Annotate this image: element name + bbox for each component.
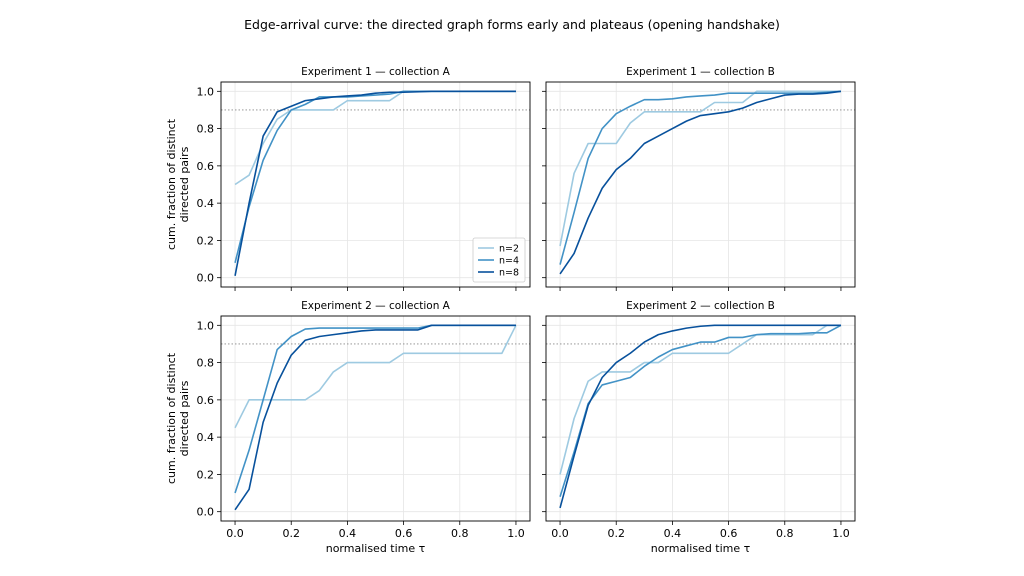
series-line-n2 — [234, 324, 517, 429]
x-tick-label: 0.6 — [395, 527, 413, 540]
series-line-n8 — [234, 90, 516, 276]
x-axis-label: normalised time τ — [326, 542, 426, 555]
y-tick-label: 0.4 — [197, 197, 215, 210]
series-line-n4 — [559, 90, 842, 265]
legend-label-n8: n=8 — [499, 268, 519, 279]
y-tick-label: 0.8 — [197, 357, 215, 370]
series-line-n4 — [234, 90, 516, 263]
subplot-title: Experiment 2 — collection B — [626, 300, 775, 312]
series-line-n4 — [559, 324, 842, 498]
subplot-title: Experiment 1 — collection B — [626, 66, 775, 78]
y-tick-label: 0.6 — [197, 160, 215, 173]
axes-frame — [545, 81, 856, 288]
subplot-4: 0.0 0.2 0.4 0.6 0.8 1.0 Experiment 2 — collect… — [542, 300, 856, 555]
x-tick-label: 0.6 — [720, 527, 738, 540]
subplot-grid: 0.0 0.2 0.4 0.6 0.8 1.0 Experiment 1 — collect… — [165, 66, 856, 555]
x-tick-label: 0.8 — [776, 527, 794, 540]
series-line-n4 — [234, 324, 516, 494]
y-axis-label-line: directed pairs — [178, 146, 191, 222]
plot-area — [546, 316, 855, 521]
y-tick-label: 0.6 — [197, 394, 215, 407]
y-axis-label-line: cum. fraction of distinct — [165, 118, 178, 250]
series-line-n2 — [559, 90, 841, 247]
x-tick-label: 0.2 — [607, 527, 625, 540]
subplot-2: Experiment 1 — collection B — [542, 66, 856, 291]
figure-title: Edge-arrival curve: the directed graph f… — [244, 17, 780, 32]
series-line-n8 — [559, 324, 841, 509]
series-line-n2 — [559, 324, 841, 475]
x-tick-label: 0.4 — [339, 527, 357, 540]
x-tick-label: 0.4 — [664, 527, 682, 540]
subplot-title: Experiment 1 — collection A — [301, 66, 451, 78]
plot-area — [221, 316, 530, 521]
y-axis-label-line: directed pairs — [178, 380, 191, 456]
subplot-3: 0.0 0.0 0.2 0.2 0.4 0.4 0.6 0.6 0.8 0.8 1.0 1.0 Expe… — [165, 300, 531, 555]
x-tick-label: 0.0 — [226, 527, 244, 540]
y-tick-label: 0.0 — [197, 272, 215, 285]
y-tick-label: 1.0 — [197, 85, 215, 98]
y-axis-label: cum. fraction of distinctdirected pairs — [165, 352, 191, 484]
y-axis-label-line: cum. fraction of distinct — [165, 352, 178, 484]
series-line-n8 — [234, 324, 516, 511]
axes-frame — [220, 81, 531, 288]
series-line-n2 — [234, 90, 516, 186]
x-axis-label: normalised time τ — [651, 542, 751, 555]
x-tick-label: 1.0 — [507, 527, 525, 540]
axes-frame — [220, 315, 531, 522]
y-tick-label: 1.0 — [197, 319, 215, 332]
subplot-title: Experiment 2 — collection A — [301, 300, 451, 312]
y-tick-label: 0.4 — [197, 431, 215, 444]
x-tick-label: 1.0 — [832, 527, 850, 540]
x-tick-label: 0.0 — [551, 527, 569, 540]
y-tick-label: 0.2 — [197, 234, 215, 247]
subplot-1: 0.0 0.2 0.4 0.6 0.8 1.0 Experiment 1 — collect… — [165, 66, 531, 291]
legend-label-n2: n=2 — [499, 244, 519, 255]
legend-label-n4: n=4 — [499, 256, 519, 267]
y-tick-label: 0.0 — [197, 506, 215, 519]
y-axis-label: cum. fraction of distinctdirected pairs — [165, 118, 191, 250]
x-tick-label: 0.2 — [282, 527, 300, 540]
x-tick-label: 0.8 — [451, 527, 469, 540]
series-line-n8 — [559, 90, 842, 275]
legend: n=2n=4n=8 — [472, 237, 526, 283]
plot-area — [546, 82, 855, 287]
y-tick-label: 0.2 — [197, 468, 215, 481]
axes-frame — [545, 315, 856, 522]
y-tick-label: 0.8 — [197, 123, 215, 136]
legend-box — [472, 237, 526, 283]
